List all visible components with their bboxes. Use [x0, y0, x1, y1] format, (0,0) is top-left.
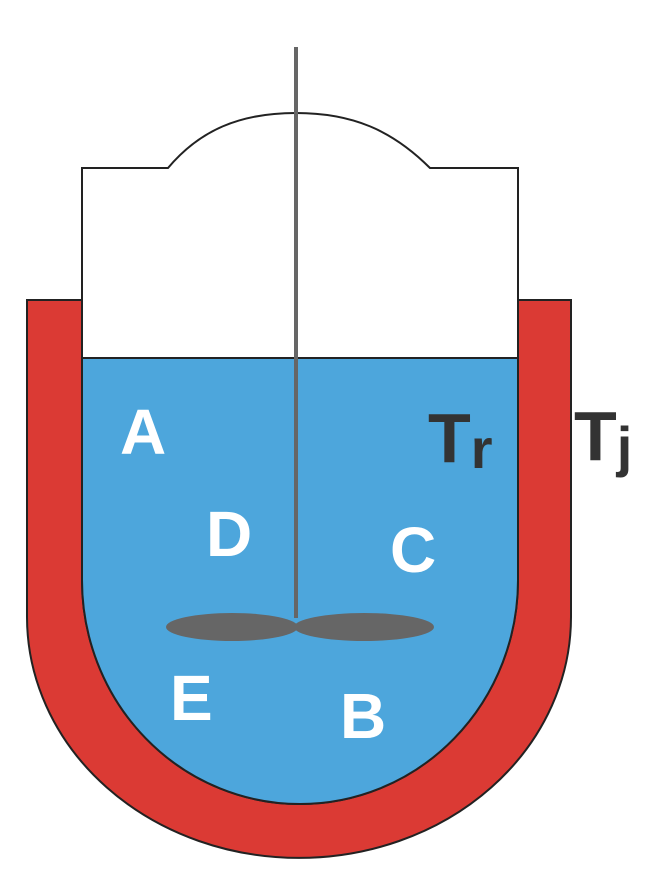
species-label-c: C — [390, 514, 436, 586]
reactor-temperature-subscript: r — [471, 417, 493, 480]
reactor-temperature-symbol: T — [428, 399, 471, 477]
reactor-liquid — [81, 357, 519, 805]
jacket-temperature-symbol: T — [574, 397, 617, 475]
jacket-temperature-subscript: j — [616, 415, 633, 478]
species-label-a: A — [120, 396, 166, 468]
reactor-temperature-label: Tr — [428, 399, 493, 480]
vessel-headspace — [81, 111, 519, 359]
impeller-blade-left — [166, 613, 298, 641]
species-label-b: B — [340, 680, 386, 752]
impeller-blade-right — [294, 613, 434, 641]
species-label-e: E — [170, 662, 213, 734]
species-label-d: D — [206, 498, 252, 570]
jacket-temperature-label: Tj — [574, 397, 632, 478]
